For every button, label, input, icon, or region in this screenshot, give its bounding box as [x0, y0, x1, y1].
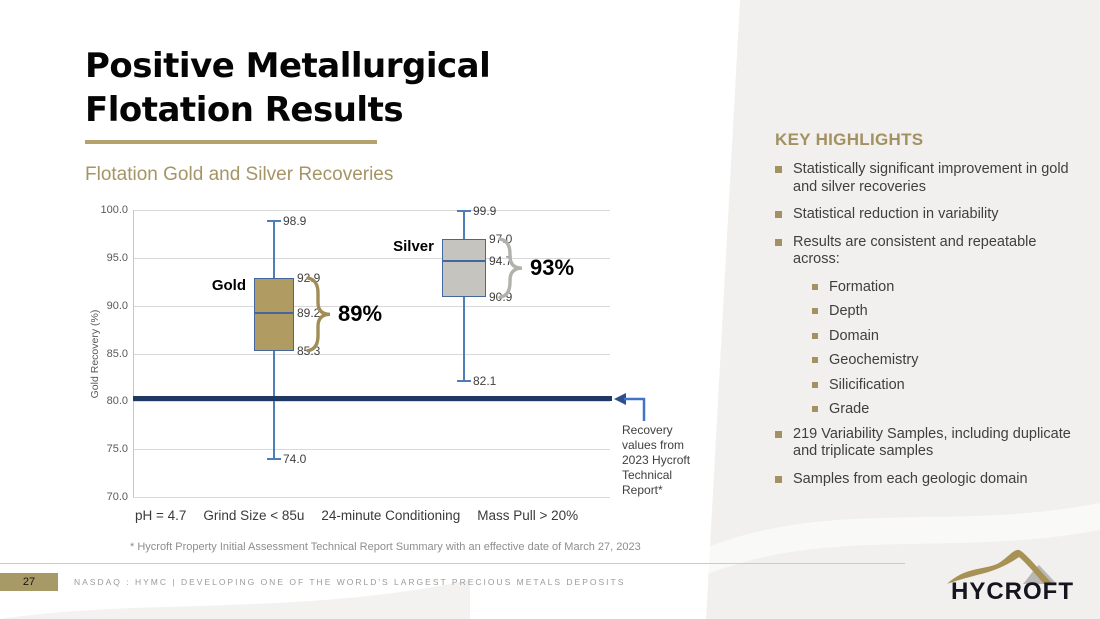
summary-percent-label: 93%: [530, 254, 575, 280]
y-axis-tick-label: 80.0: [106, 395, 128, 408]
highlight-item-text: Formation: [829, 278, 895, 295]
square-bullet-icon: [775, 238, 782, 246]
highlight-item: Formation: [812, 279, 1083, 297]
highlight-item: Domain: [812, 328, 1083, 346]
highlight-item-text: Statistical reduction in variability: [793, 206, 999, 222]
square-bullet-icon: [812, 357, 818, 363]
highlight-item-text: Depth: [829, 303, 868, 319]
logo-text: HYCROFT: [951, 578, 1074, 604]
median-line: [442, 259, 486, 262]
reference-line: [133, 395, 612, 401]
page-number-badge: 27: [0, 573, 58, 591]
highlight-item-text: 219 Variability Samples, including dupli…: [793, 425, 1071, 460]
key-highlights-heading: KEY HIGHLIGHTS: [775, 130, 924, 149]
box: [442, 238, 486, 298]
condition-item: Mass Pull > 20%: [477, 508, 579, 523]
highlight-item: Silicification: [812, 377, 1083, 395]
square-bullet-icon: [775, 166, 782, 173]
box-value-label: 94.7: [489, 253, 513, 268]
median-line: [254, 312, 294, 315]
chart-gridline: [133, 257, 610, 259]
square-bullet-icon: [775, 430, 782, 438]
y-axis-tick-label: 75.0: [106, 443, 128, 456]
chart-gridline: [133, 449, 610, 451]
highlight-item-text: Domain: [829, 327, 879, 344]
highlight-item-text: Statistically significant improvement in…: [793, 161, 1069, 195]
highlight-item-text: Grade: [829, 401, 870, 417]
footer-ticker-text: NASDAQ : HYMC | DEVELOPING ONE OF THE WO…: [74, 577, 626, 587]
box-value-label: 74.0: [283, 451, 307, 466]
slide-title: Positive Metallurgical Flotation Results: [85, 44, 645, 132]
highlight-item: Geochemistry: [812, 352, 1083, 370]
square-bullet-icon: [812, 283, 818, 290]
y-axis-tick-label: 90.0: [106, 299, 128, 312]
chart-gridline: [133, 497, 610, 498]
whisker-cap-bottom: [267, 457, 281, 460]
square-bullet-icon: [775, 475, 782, 483]
condition-item: 24-minute Conditioning: [321, 508, 461, 523]
highlight-item: 219 Variability Samples, including dupli…: [775, 426, 1083, 461]
highlight-item-text: Silicification: [829, 376, 905, 393]
chart-gridline: [133, 401, 610, 403]
reference-annotation: Recovery values from 2023 Hycroft Techni…: [622, 423, 691, 497]
chart-gridline: [133, 353, 610, 355]
chart-subtitle: Flotation Gold and Silver Recoveries: [85, 164, 394, 185]
box-value-label: 99.9: [473, 203, 497, 218]
y-axis-tick-label: 95.0: [106, 251, 128, 264]
slide-title-line2: Flotation Results: [85, 90, 404, 130]
brace-icon: [306, 276, 331, 353]
whisker-cap-top: [457, 209, 471, 212]
whisker-cap-top: [267, 219, 281, 222]
box-value-label: 98.9: [283, 213, 307, 228]
highlight-item-text: Results are consistent and repeatable ac…: [793, 233, 1037, 268]
key-highlights-list: Statistically significant improvement in…: [775, 161, 1083, 498]
square-bullet-icon: [812, 381, 818, 388]
box-value-label: 82.1: [473, 374, 497, 389]
highlight-item: Results are consistent and repeatable ac…: [775, 234, 1083, 269]
condition-item: Grind Size < 85u: [203, 508, 305, 523]
summary-percent-label: 89%: [338, 301, 383, 327]
highlight-item: Samples from each geologic domain: [775, 471, 1083, 489]
chart-gridline: [133, 210, 610, 211]
square-bullet-icon: [812, 308, 818, 314]
hycroft-logo: HYCROFT: [947, 549, 1074, 604]
footnote: * Hycroft Property Initial Assessment Te…: [130, 541, 641, 553]
highlight-item: Statistically significant improvement in…: [775, 161, 1083, 196]
footer-divider: [0, 563, 905, 564]
slide-title-line1: Positive Metallurgical: [85, 46, 491, 86]
square-bullet-icon: [812, 406, 818, 412]
y-axis-tick-label: 85.0: [106, 347, 128, 360]
highlight-item-text: Geochemistry: [829, 352, 919, 368]
highlight-item-text: Samples from each geologic domain: [793, 470, 1028, 487]
condition-item: pH = 4.7: [135, 508, 187, 523]
y-axis-tick-label: 70.0: [106, 491, 128, 503]
y-axis-tick-label: 100.0: [100, 204, 128, 216]
y-axis-line: [133, 210, 134, 497]
reference-arrow-icon: [614, 393, 646, 421]
box-value-label: 89.2: [297, 306, 321, 321]
highlight-item: Depth: [812, 303, 1083, 321]
highlight-item: Grade: [812, 401, 1083, 419]
series-name-label: Silver: [393, 237, 434, 255]
series-name-label: Gold: [211, 276, 246, 294]
test-conditions: pH = 4.7 Grind Size < 85u 24-minute Condit…: [135, 508, 578, 523]
square-bullet-icon: [775, 211, 782, 218]
square-bullet-icon: [812, 332, 818, 339]
title-underline: [85, 140, 377, 144]
highlight-item: Statistical reduction in variability: [775, 206, 1083, 224]
brace-icon: [498, 236, 523, 299]
logo-gold-ridge-icon: [947, 549, 1053, 584]
whisker-cap-bottom: [457, 380, 471, 383]
chart-gridline: [133, 305, 610, 307]
